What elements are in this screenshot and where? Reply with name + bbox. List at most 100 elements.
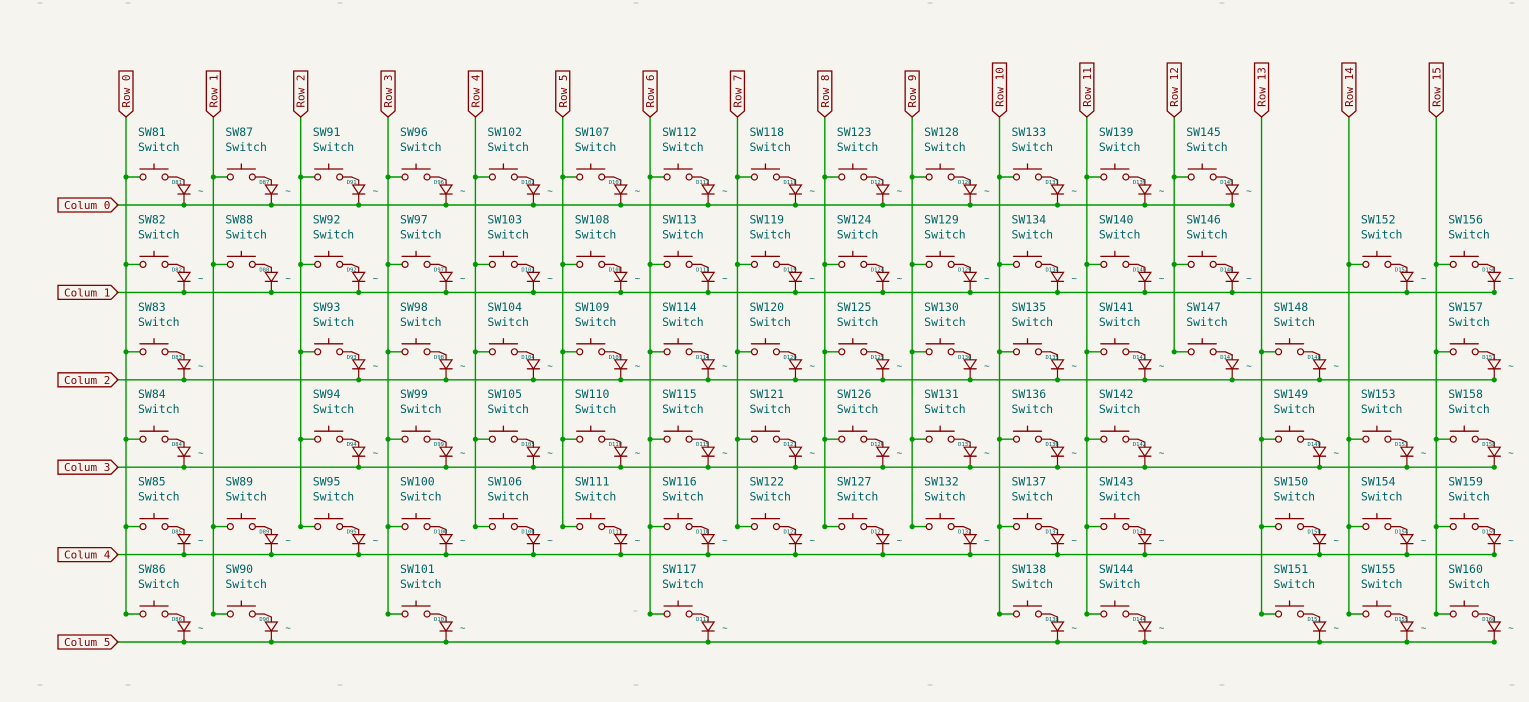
switch-contact bbox=[1274, 348, 1283, 356]
diode-value-mark: ~ bbox=[635, 187, 641, 197]
row-label: Row 9 bbox=[904, 70, 920, 118]
switch-contact bbox=[161, 435, 169, 443]
diode-body bbox=[788, 534, 803, 545]
diode-reference: D82 bbox=[172, 267, 182, 273]
switch-value: Switch bbox=[400, 402, 442, 416]
diode-value-mark: ~ bbox=[984, 537, 990, 547]
switch-contact bbox=[860, 348, 868, 356]
junction-dot bbox=[1491, 464, 1497, 470]
diode-value-mark: ~ bbox=[460, 187, 466, 197]
diode-value-mark: ~ bbox=[198, 187, 204, 197]
switch-contact bbox=[772, 348, 781, 356]
diode-body bbox=[1399, 534, 1415, 545]
switch-contact bbox=[1384, 522, 1392, 531]
junction-dot bbox=[123, 174, 129, 180]
switch-contact bbox=[663, 260, 671, 268]
diode-value-mark: ~ bbox=[722, 537, 728, 547]
switch-contact bbox=[925, 435, 933, 443]
sheet-border-ticks bbox=[37, 2, 1515, 686]
switch-value: Switch bbox=[662, 227, 704, 241]
diode-value-mark: ~ bbox=[198, 624, 204, 634]
diode-value-mark: ~ bbox=[809, 362, 815, 372]
row-label-flag bbox=[1253, 62, 1270, 118]
diode-body bbox=[1050, 621, 1065, 633]
junction-dot bbox=[647, 524, 653, 530]
diode-lead bbox=[176, 438, 185, 443]
junction-dot bbox=[1433, 611, 1439, 617]
row-label: Row 12 bbox=[1166, 62, 1182, 118]
switch-contact bbox=[598, 348, 606, 356]
switch-contact bbox=[1034, 522, 1043, 531]
diode-reference: D91 bbox=[347, 180, 357, 186]
diode-reference: D112 bbox=[696, 180, 709, 186]
diode-value-mark: ~ bbox=[1072, 274, 1078, 284]
junction-dot bbox=[1404, 464, 1410, 470]
diode-body bbox=[788, 271, 803, 283]
switch-contact bbox=[1122, 260, 1130, 268]
junction-dot bbox=[909, 524, 915, 530]
switch-value: Switch bbox=[1099, 577, 1141, 591]
diode-body bbox=[526, 184, 541, 196]
switch-contact bbox=[1274, 522, 1283, 531]
junction-dot bbox=[647, 436, 653, 442]
switch-contact bbox=[314, 348, 322, 356]
diode-value-mark: ~ bbox=[1246, 274, 1252, 284]
switch-reference: SW121 bbox=[749, 387, 784, 401]
diode-value-mark: ~ bbox=[897, 362, 903, 372]
switch-contact bbox=[1034, 348, 1043, 356]
diode-body bbox=[1399, 446, 1415, 458]
diode-value-mark: ~ bbox=[1421, 624, 1427, 634]
diode-body bbox=[700, 621, 716, 633]
switch-contact bbox=[663, 435, 671, 443]
diode-body bbox=[963, 184, 978, 196]
diode-body bbox=[264, 534, 279, 545]
diode-reference: D98 bbox=[434, 355, 444, 361]
diode-reference: D130 bbox=[958, 355, 971, 361]
switch-value: Switch bbox=[749, 227, 791, 241]
switch-reference: SW106 bbox=[487, 475, 522, 489]
switch-contact bbox=[1274, 435, 1283, 443]
switch-contact bbox=[1187, 260, 1195, 268]
switch-contact bbox=[598, 435, 606, 443]
diode-reference: D108 bbox=[609, 267, 622, 273]
diode-body bbox=[963, 359, 978, 370]
junction-dot bbox=[181, 552, 187, 558]
switch-contact bbox=[401, 435, 409, 443]
switch-contact bbox=[1471, 260, 1479, 268]
junction-dot bbox=[822, 261, 828, 267]
diode-reference: D151 bbox=[1308, 617, 1321, 623]
diode-body bbox=[438, 271, 454, 283]
switch-contact bbox=[161, 173, 169, 181]
switch-contact bbox=[488, 260, 496, 268]
junction-dot bbox=[1054, 552, 1061, 558]
switch-reference: SW84 bbox=[138, 387, 166, 401]
junction-dot bbox=[356, 289, 362, 295]
switch-reference: SW105 bbox=[487, 387, 522, 401]
switch-contact bbox=[1100, 260, 1108, 268]
junction-dot bbox=[560, 174, 566, 180]
switch-contact bbox=[947, 348, 955, 356]
column-label: Colum 3 bbox=[57, 459, 119, 475]
diode-body bbox=[613, 359, 628, 370]
row-label: Row 4 bbox=[467, 70, 484, 118]
diode-lead bbox=[1137, 613, 1146, 618]
diode-body bbox=[176, 184, 192, 196]
switch-reference: SW139 bbox=[1099, 125, 1134, 139]
switch-value: Switch bbox=[225, 140, 267, 154]
diode-body bbox=[700, 184, 716, 196]
diode-value-mark: ~ bbox=[198, 362, 204, 372]
junction-dot bbox=[385, 611, 391, 617]
junction-dot bbox=[996, 174, 1003, 180]
switch-contact bbox=[598, 173, 606, 181]
junction-dot bbox=[1316, 639, 1323, 645]
junction-dot bbox=[181, 639, 187, 645]
switch-reference: SW138 bbox=[1012, 562, 1047, 576]
junction-dot bbox=[1084, 174, 1090, 180]
junction-dot bbox=[123, 261, 129, 267]
switch-reference: SW142 bbox=[1099, 387, 1134, 401]
diode-reference: D131 bbox=[958, 442, 971, 448]
